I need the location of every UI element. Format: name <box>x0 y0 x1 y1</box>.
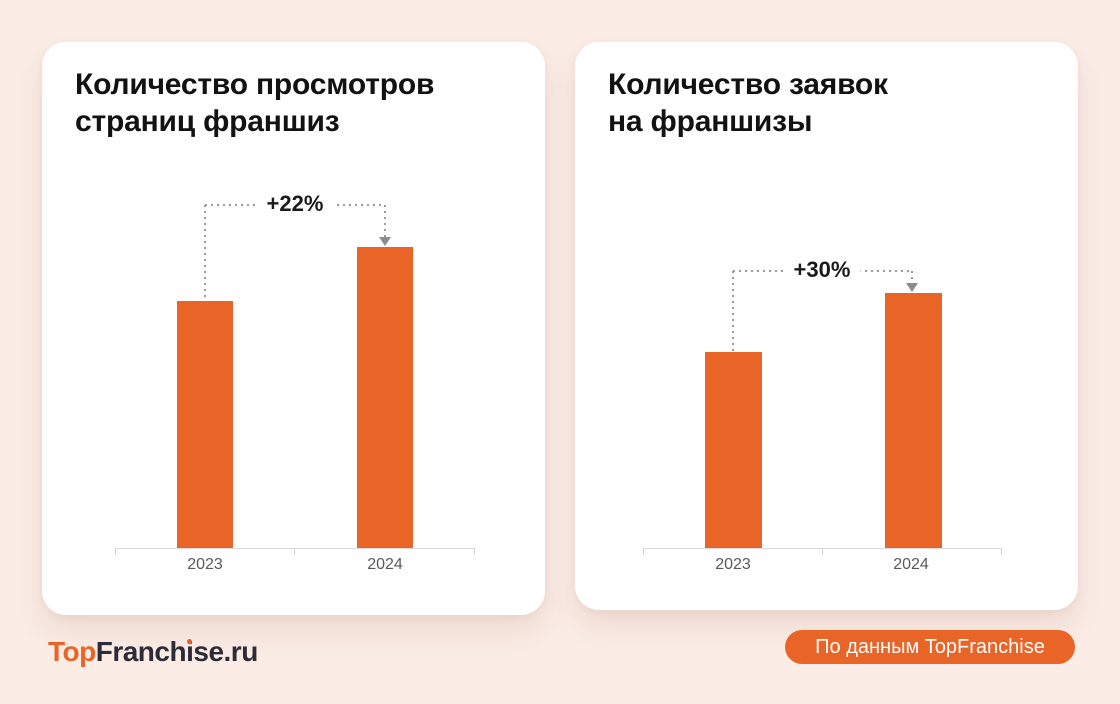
title-line-2: страниц франшиз <box>75 105 340 138</box>
bar-2024 <box>885 293 942 549</box>
chart-card-page-views: Количество просмотров страниц франшиз +2… <box>42 42 545 615</box>
axis-tick <box>643 549 644 555</box>
x-tick-label-2024: 2024 <box>893 556 929 573</box>
logo-part-top: Top <box>48 636 96 667</box>
growth-dotted-line-right <box>911 271 913 285</box>
bar-2024 <box>357 247 413 549</box>
growth-dotted-line-left <box>732 271 734 352</box>
axis-tick <box>1001 549 1002 555</box>
x-axis <box>115 548 475 549</box>
axis-tick <box>474 549 475 555</box>
axis-tick <box>822 549 823 555</box>
logo-part-rest: se.ru <box>193 636 258 667</box>
arrow-down-icon <box>906 283 918 292</box>
x-axis <box>643 548 1002 549</box>
data-source-badge: По данным TopFranchise <box>785 630 1075 664</box>
chart-title-page-views: Количество просмотров страниц франшиз <box>75 66 434 140</box>
chart-title-applications: Количество заявок на франшизы <box>608 66 888 140</box>
title-line-2: на франшизы <box>608 105 813 138</box>
topfranchise-logo: TopFranchise.ru <box>48 636 258 668</box>
bar-2023 <box>177 301 233 549</box>
title-line-1: Количество заявок <box>608 68 888 101</box>
title-line-1: Количество просмотров <box>75 68 435 101</box>
logo-letter-i: i <box>186 636 194 667</box>
growth-dotted-line-left <box>204 205 206 303</box>
x-tick-label-2024: 2024 <box>367 556 403 573</box>
chart-card-applications: Количество заявок на франшизы +30% 2023 … <box>575 42 1078 610</box>
axis-tick <box>115 549 116 555</box>
logo-part-mid: Franch <box>95 636 187 667</box>
growth-label: +22% <box>256 191 334 217</box>
data-source-label: По данным TopFranchise <box>815 635 1045 658</box>
arrow-down-icon <box>379 237 391 246</box>
x-tick-label-2023: 2023 <box>715 556 751 573</box>
x-tick-label-2023: 2023 <box>187 556 223 573</box>
axis-tick <box>294 549 295 555</box>
growth-dotted-line-right <box>384 205 386 238</box>
growth-label: +30% <box>783 257 861 283</box>
bar-2023 <box>705 352 762 549</box>
